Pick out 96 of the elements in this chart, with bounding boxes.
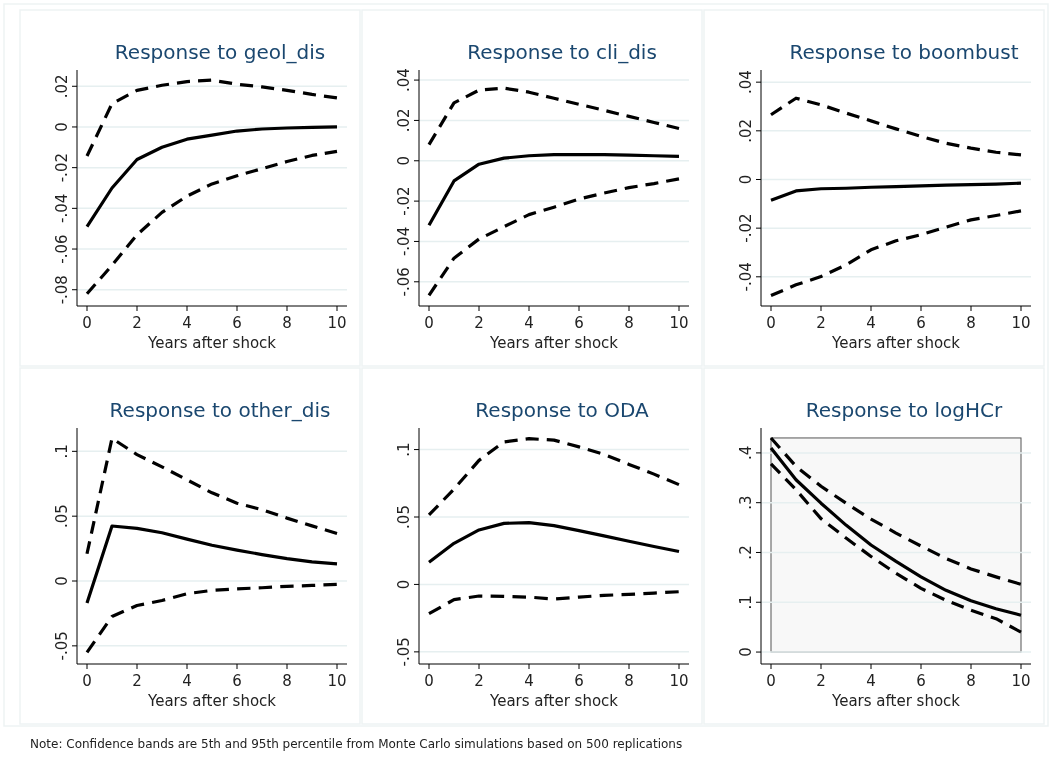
y-tick-label: .04 [395,68,413,93]
x-tick-label: 8 [282,314,292,332]
x-tick-label: 4 [524,672,534,690]
y-tick-label: 0 [395,579,413,590]
x-axis-title: Years after shock [488,692,619,710]
y-tick-label: .1 [395,442,413,457]
x-tick-label: 10 [669,672,689,690]
chart-title: Response to logHCr [805,398,1004,422]
x-tick-label: 2 [816,672,826,690]
x-tick-label: 2 [132,314,142,332]
y-tick-label: -.08 [53,275,71,305]
x-tick-label: 4 [182,314,192,332]
y-tick-label: .3 [737,495,755,510]
x-tick-label: 8 [966,672,976,690]
y-tick-label: .02 [737,118,755,143]
y-tick-label: -.02 [395,186,413,216]
text: Note: Confidence bands are 5th and 95th percentile from Monte Carlo simulations based on 500 replications [30,737,683,751]
x-axis-title: Years after shock [146,334,277,352]
y-tick-label: 0 [737,174,755,185]
x-tick-label: 4 [182,672,192,690]
chart-title: Response to ODA [475,398,649,422]
y-tick-label: -.04 [737,262,755,292]
y-tick-label: -.02 [737,213,755,243]
y-tick-label: -.05 [395,637,413,667]
line-series [427,86,681,147]
x-axis-title: Years after shock [488,334,619,352]
x-tick-label: 6 [232,672,242,690]
x-axis-title: Years after shock [830,334,961,352]
x-tick-label: 10 [1011,314,1031,332]
y-tick-label: -.02 [53,153,71,183]
x-tick-label: 0 [82,314,92,332]
x-tick-label: 4 [866,314,876,332]
line-series [427,437,681,517]
chart-title: Response to cli_dis [467,40,657,64]
y-tick-label: .02 [395,108,413,133]
x-tick-label: 8 [966,314,976,332]
y-tick-label: 0 [53,122,71,132]
x-tick-label: 8 [282,672,292,690]
y-tick-label: .1 [53,444,71,459]
x-tick-label: 4 [524,314,534,332]
y-tick-label: -.06 [53,234,71,264]
y-tick-label: 0 [737,647,755,657]
x-tick-label: 8 [624,672,634,690]
line-series [427,153,681,227]
y-tick-label: .1 [737,595,755,610]
x-tick-label: 10 [1011,672,1031,690]
line-series [769,446,1023,617]
line-series [769,462,1023,634]
line-series [85,149,339,296]
y-tick-label: .02 [53,74,71,99]
chart-title: Response to geol_dis [114,40,326,64]
x-tick-label: 6 [574,314,584,332]
x-tick-label: 10 [327,314,347,332]
x-tick-label: 2 [474,314,484,332]
y-tick-label: -.06 [395,267,413,297]
x-tick-label: 8 [624,314,634,332]
line-series [85,78,339,158]
y-tick-label: -.04 [395,226,413,257]
x-tick-label: 6 [916,672,926,690]
line-series [427,590,681,616]
x-tick-label: 10 [669,314,689,332]
line-series [769,181,1023,202]
line-series [769,436,1023,586]
x-tick-label: 10 [327,672,347,690]
chart-title: Response to other_dis [109,398,331,422]
x-tick-label: 0 [766,314,776,332]
x-tick-label: 0 [82,672,92,690]
x-tick-label: 4 [866,672,876,690]
chart-title: Response to boombust [789,40,1019,64]
y-tick-label: 0 [395,156,413,166]
x-axis-title: Years after shock [146,692,277,710]
y-tick-label: .05 [395,505,413,529]
line-series [85,125,339,229]
x-tick-label: 2 [816,314,826,332]
y-tick-label: .05 [53,504,71,529]
x-tick-label: 0 [424,314,434,332]
x-tick-label: 2 [474,672,484,690]
line-series [427,521,681,564]
y-tick-label: -.05 [53,631,71,661]
line-series [427,177,681,297]
line-series [769,96,1023,157]
x-tick-label: 6 [574,672,584,690]
x-tick-label: 2 [132,672,142,690]
x-tick-label: 6 [232,314,242,332]
y-tick-label: 0 [53,576,71,586]
line-series [769,209,1023,298]
y-tick-label: -.04 [53,193,71,223]
y-tick-label: .04 [737,70,755,95]
x-tick-label: 6 [916,314,926,332]
x-tick-label: 0 [424,672,434,690]
line-series [85,524,339,605]
y-tick-label: .2 [737,545,755,560]
y-tick-label: .4 [737,445,755,461]
x-tick-label: 0 [766,672,776,690]
line-series [85,582,339,654]
x-axis-title: Years after shock [830,692,961,710]
